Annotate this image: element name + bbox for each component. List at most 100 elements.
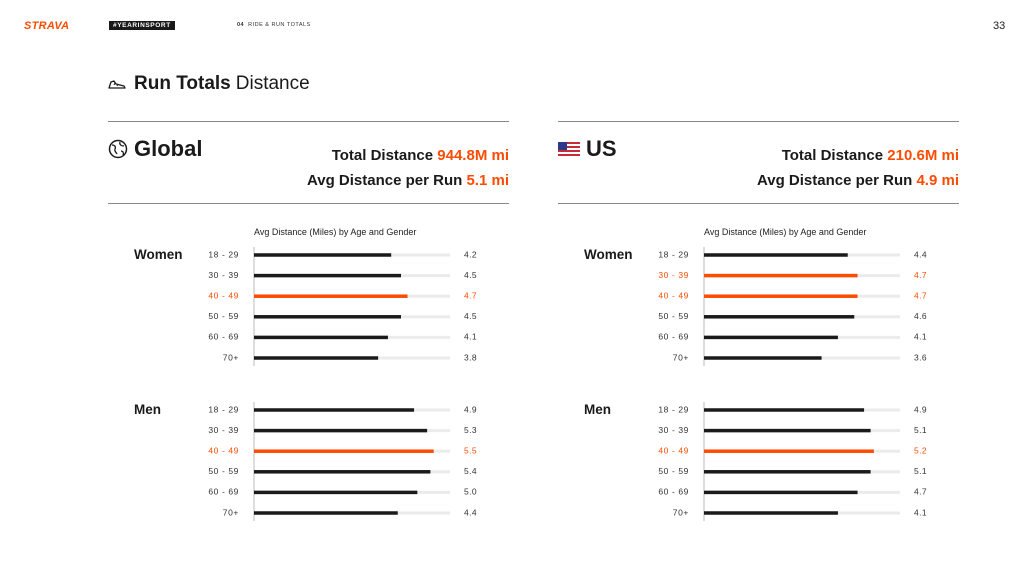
bar [704,449,874,453]
value-label: 5.3 [464,425,477,435]
category-label: 40 - 49 [658,290,689,300]
bar [254,315,401,319]
category-label: 30 - 39 [208,425,239,435]
category-label: 50 - 59 [208,311,239,321]
category-label: 18 - 29 [208,249,239,259]
section-label: 04 RIDE & RUN TOTALS [237,22,311,28]
global-panel: Global Total Distance 944.8M mi Avg Dist… [108,121,509,521]
value-label: 4.7 [464,290,477,300]
totals-block: Total Distance 210.6M mi Avg Distance pe… [757,143,959,193]
value-label: 4.1 [914,332,927,342]
us-panel: US Total Distance 210.6M mi Avg Distance… [558,121,959,521]
avg-label: Avg Distance per Run [306,172,463,189]
value-label: 4.6 [914,311,927,321]
chart-title: Avg Distance (Miles) by Age and Gender [704,227,867,237]
region-name: US [586,136,617,161]
category-label: 60 - 69 [208,487,239,497]
value-label: 4.9 [464,404,477,414]
value-label: 5.5 [464,445,477,455]
group-label-men: Men [584,402,611,417]
avg-distance: Avg Distance per Run 5.1 mi [307,168,509,193]
bar [704,356,822,360]
category-label: 70+ [673,352,689,362]
page-title: Run Totals Distance [108,73,310,95]
bar [254,428,428,433]
value-label: 4.2 [464,249,477,259]
title-main: Run Totals [134,73,231,94]
category-label: 30 - 39 [208,270,239,280]
us-flag-icon [558,142,580,156]
category-label: 30 - 39 [658,425,689,435]
group-label-women: Women [134,247,183,262]
value-label: 3.8 [464,352,477,362]
bar [704,511,838,515]
divider-top [108,121,509,122]
bar [704,335,838,340]
category-label: 50 - 59 [208,466,239,476]
bar [254,449,434,453]
group-label-women: Women [584,247,633,262]
region-name: Global [134,136,203,161]
total-label: Total Distance [781,147,884,164]
category-label: 40 - 49 [208,290,239,300]
bar-chart: 18 - 29 4.4 30 - 39 4.7 40 - 49 4.7 50 - 59 4.6… [658,247,927,521]
total-distance: Total Distance 944.8M mi [307,143,509,168]
avg-distance: Avg Distance per Run 4.9 mi [757,168,959,193]
category-label: 70+ [673,507,689,517]
strava-logo: STRAVA [24,20,70,32]
avg-value: 4.9 mi [916,172,959,189]
value-label: 5.0 [464,487,477,497]
category-label: 60 - 69 [658,487,689,497]
total-label: Total Distance [331,147,434,164]
bar [254,273,401,278]
category-label: 40 - 49 [208,445,239,455]
bar [704,253,848,257]
section-title: RIDE & RUN TOTALS [248,22,311,28]
bar [704,315,855,319]
divider-bottom [558,203,959,204]
totals-block: Total Distance 944.8M mi Avg Distance pe… [307,143,509,193]
group-label-men: Men [134,402,161,417]
value-label: 4.5 [464,311,477,321]
year-in-sport-tag: #YEARINSPORT [109,21,175,30]
running-shoe-icon [108,80,126,89]
category-label: 70+ [223,352,239,362]
category-label: 70+ [223,507,239,517]
category-label: 18 - 29 [208,404,239,414]
category-label: 50 - 59 [658,311,689,321]
bar [704,294,858,298]
page-number: 33 [993,20,1006,32]
value-label: 5.4 [464,466,477,476]
value-label: 4.7 [914,487,927,497]
value-label: 3.6 [914,352,927,362]
value-label: 4.1 [464,332,477,342]
total-distance: Total Distance 210.6M mi [757,143,959,168]
bar [254,470,431,474]
value-label: 5.2 [914,445,927,455]
chart-title: Avg Distance (Miles) by Age and Gender [254,227,417,237]
category-label: 40 - 49 [658,445,689,455]
bar [254,253,392,257]
category-label: 18 - 29 [658,404,689,414]
divider-bottom [108,203,509,204]
bar [704,470,871,474]
value-label: 4.1 [914,507,927,517]
section-number: 04 [237,22,245,28]
globe-icon [108,139,128,159]
total-value: 210.6M mi [887,147,959,164]
bar-chart: 18 - 29 4.2 30 - 39 4.5 40 - 49 4.7 50 - 59 4.5… [208,247,477,521]
bar [254,511,398,515]
bar [254,335,388,340]
avg-label: Avg Distance per Run [756,172,913,189]
value-label: 4.4 [464,507,477,517]
bar [704,408,865,412]
total-value: 944.8M mi [437,147,509,164]
bar [254,408,415,412]
title-sub: Distance [235,73,310,94]
region-heading: Global [108,136,202,162]
value-label: 5.1 [914,466,927,476]
divider-top [558,121,959,122]
value-label: 4.7 [914,270,927,280]
category-label: 18 - 29 [658,249,689,259]
category-label: 30 - 39 [658,270,689,280]
